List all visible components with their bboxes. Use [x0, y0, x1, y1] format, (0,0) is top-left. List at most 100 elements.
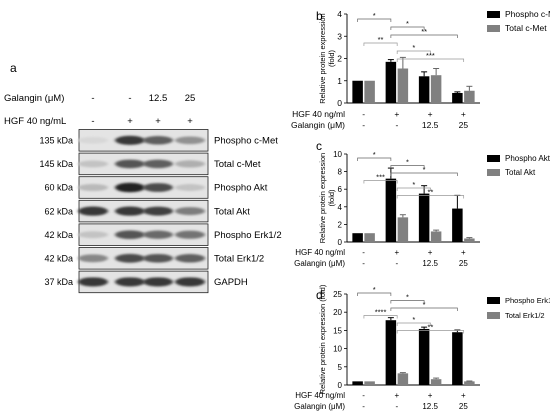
blot-band — [175, 231, 205, 239]
blot-band — [115, 207, 145, 216]
y-tick-label: 3 — [337, 31, 342, 41]
legend-swatch — [487, 297, 500, 304]
bar — [398, 373, 409, 385]
blot-band — [143, 277, 173, 286]
blot-row: 60 kDa Phospho Akt — [44, 177, 267, 199]
galangin-value: 25 — [459, 120, 469, 130]
y-tick-label: 6 — [338, 185, 343, 194]
bar — [452, 332, 463, 385]
legend-label: Phospho Erk1/2 — [505, 296, 550, 305]
y-tick-label: 4 — [338, 203, 343, 212]
significance-label: * — [423, 165, 426, 174]
hgf-value: - — [362, 109, 365, 119]
blot-protein-name: Total c-Met — [214, 159, 261, 170]
hgf-row-label: HGF 40 ng/ml — [295, 248, 345, 257]
blot-protein-name: Phospho Erk1/2 — [214, 230, 282, 241]
chart-phospho-akt: cRelative protein expression(fold)024681… — [294, 139, 550, 268]
significance-label: ** — [421, 27, 427, 36]
galangin-value: - — [91, 93, 94, 104]
y-axis-label: Relative protein expression (fold) — [318, 284, 327, 394]
hgf-value: + — [395, 391, 400, 400]
legend-swatch — [487, 25, 500, 32]
bar — [431, 231, 442, 242]
blot-band — [175, 160, 205, 167]
blot-band — [115, 183, 145, 192]
blot-kda: 42 kDa — [44, 230, 73, 240]
blot-band — [175, 136, 205, 144]
blot-row: 62 kDa Total Akt — [44, 200, 250, 222]
bar — [386, 320, 397, 385]
bar — [464, 91, 475, 103]
blot-band — [78, 160, 108, 167]
hgf-value: + — [187, 116, 193, 127]
bar — [431, 379, 442, 385]
legend-label: Total Erk1/2 — [505, 311, 545, 320]
blot-band — [78, 207, 108, 216]
hgf-value: - — [362, 391, 365, 400]
significance-label: * — [406, 293, 409, 302]
legend-label: Total c-Met — [505, 23, 547, 33]
bar — [464, 381, 475, 385]
bar — [364, 233, 375, 242]
galangin-value: 12.5 — [422, 120, 439, 130]
hgf-value: + — [155, 116, 161, 127]
blot-band — [175, 184, 205, 191]
blot-band — [115, 254, 145, 263]
significance-label: **** — [375, 308, 387, 317]
galangin-value: 25 — [459, 259, 468, 268]
legend-swatch — [487, 11, 500, 18]
bar — [398, 69, 409, 103]
blot-row: 37 kDa GAPDH — [44, 271, 247, 293]
blot-band — [115, 277, 145, 286]
blot-band — [78, 184, 108, 191]
panel-c-label: c — [316, 139, 322, 153]
blot-band — [143, 254, 173, 263]
y-tick-label: 10 — [333, 345, 342, 354]
legend-swatch — [487, 155, 500, 162]
blot-band — [143, 231, 173, 239]
hgf-row-label: HGF 40 ng/mL — [4, 116, 66, 127]
hgf-value: + — [428, 109, 433, 119]
significance-label: ** — [428, 323, 434, 332]
bar — [419, 76, 430, 103]
y-tick-label: 0 — [338, 238, 343, 247]
bar — [352, 81, 363, 103]
galangin-value: 12.5 — [422, 402, 438, 411]
y-axis-label: Relative protein expression(fold) — [318, 13, 336, 103]
chart-phospho-c-met: bRelative protein expression(fold)01234 *… — [291, 9, 550, 130]
blot-band — [143, 136, 173, 144]
blot-band — [78, 137, 108, 144]
blot-kda: 37 kDa — [44, 277, 73, 287]
legend-label: Total Akt — [505, 168, 536, 177]
blot-band — [78, 231, 108, 238]
blot-kda: 60 kDa — [44, 183, 73, 193]
y-tick-label: 8 — [338, 168, 343, 177]
bar — [352, 233, 363, 242]
significance-label: *** — [426, 51, 435, 60]
blot-row: 42 kDa Phospho Erk1/2 — [44, 224, 281, 246]
blot-band — [115, 160, 145, 169]
blot-band — [175, 207, 205, 215]
hgf-value: + — [428, 248, 433, 257]
galangin-value: - — [396, 402, 399, 411]
legend-label: Phospho c-Met — [505, 9, 550, 19]
blot-band — [78, 277, 108, 286]
galangin-row-label: Galangin (μM) — [291, 120, 345, 130]
y-axis-label-line: Relative protein expression — [318, 153, 327, 243]
blot-band — [175, 277, 205, 286]
bar — [398, 217, 409, 242]
galangin-value: - — [362, 402, 365, 411]
blot-band — [115, 136, 145, 145]
galangin-value: 12.5 — [149, 93, 168, 104]
y-tick-label: 0 — [337, 98, 342, 108]
blot-band — [143, 207, 173, 216]
blot-protein-name: Phospho Akt — [214, 183, 268, 194]
blot-kda: 42 kDa — [44, 254, 73, 264]
y-axis-label-line: (fold) — [327, 49, 336, 67]
significance-label: ** — [428, 188, 434, 197]
significance-label: * — [423, 300, 426, 309]
galangin-value: - — [362, 120, 365, 130]
significance-label: * — [412, 43, 415, 52]
blot-protein-name: Total Erk1/2 — [214, 254, 264, 265]
y-tick-label: 15 — [333, 326, 342, 335]
